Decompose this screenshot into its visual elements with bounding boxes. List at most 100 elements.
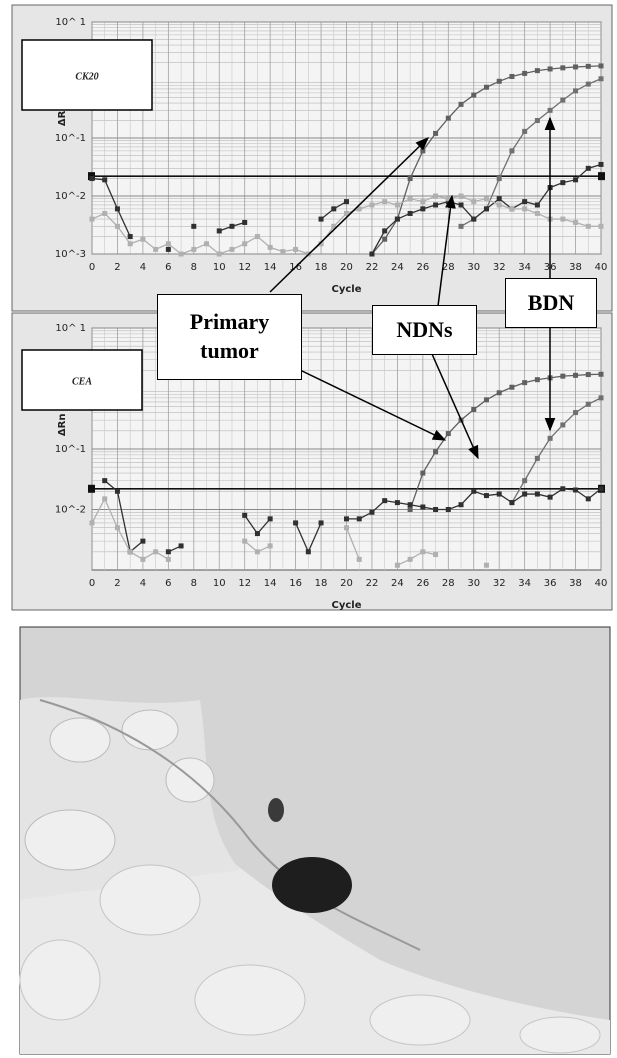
- point: [255, 549, 260, 554]
- point: [140, 557, 145, 562]
- point: [599, 162, 604, 167]
- x-tick-label: 26: [416, 578, 429, 589]
- y-axis-label: ΔRn: [57, 414, 68, 437]
- point: [446, 116, 451, 121]
- point: [369, 252, 374, 257]
- point: [128, 234, 133, 239]
- x-axis-label: Cycle: [332, 600, 362, 611]
- point: [459, 202, 464, 207]
- y-tick-label: 10^ 1: [55, 323, 86, 334]
- point: [280, 249, 285, 254]
- fat-cell: [100, 865, 200, 935]
- point: [102, 177, 107, 182]
- point: [382, 498, 387, 503]
- point: [90, 520, 95, 525]
- point: [560, 65, 565, 70]
- point: [497, 202, 502, 207]
- point: [586, 82, 591, 87]
- point: [242, 220, 247, 225]
- point: [433, 552, 438, 557]
- point: [586, 402, 591, 407]
- point: [548, 66, 553, 71]
- point: [522, 199, 527, 204]
- point: [535, 211, 540, 216]
- point: [433, 507, 438, 512]
- point: [586, 372, 591, 377]
- point: [166, 557, 171, 562]
- x-tick-label: 38: [569, 262, 582, 273]
- point: [319, 217, 324, 222]
- point: [471, 93, 476, 98]
- point: [573, 488, 578, 493]
- x-tick-label: 4: [140, 262, 146, 273]
- point: [560, 180, 565, 185]
- point: [293, 520, 298, 525]
- y-tick-label: 10^-2: [55, 505, 86, 516]
- point: [357, 516, 362, 521]
- point: [484, 493, 489, 498]
- x-tick-label: 0: [89, 578, 95, 589]
- point: [166, 549, 171, 554]
- x-tick-label: 22: [366, 262, 379, 273]
- x-tick-label: 18: [315, 578, 328, 589]
- point: [153, 247, 158, 252]
- point: [433, 131, 438, 136]
- point: [395, 500, 400, 505]
- point: [497, 176, 502, 181]
- point: [395, 202, 400, 207]
- point: [484, 397, 489, 402]
- fat-cell: [20, 940, 100, 1020]
- point: [369, 202, 374, 207]
- point: [115, 525, 120, 530]
- point: [140, 237, 145, 242]
- x-tick-label: 40: [595, 578, 608, 589]
- x-tick-label: 6: [165, 262, 171, 273]
- point: [522, 492, 527, 497]
- threshold-handle: [88, 485, 95, 493]
- x-tick-label: 2: [114, 578, 120, 589]
- point: [522, 206, 527, 211]
- point: [497, 79, 502, 84]
- point: [408, 176, 413, 181]
- fat-cell: [25, 810, 115, 870]
- point: [560, 422, 565, 427]
- point: [420, 206, 425, 211]
- x-tick-label: 24: [391, 262, 404, 273]
- fat-cell: [520, 1017, 600, 1053]
- point: [128, 241, 133, 246]
- point: [382, 199, 387, 204]
- point: [599, 224, 604, 229]
- point: [471, 199, 476, 204]
- point: [522, 129, 527, 134]
- x-tick-label: 30: [467, 578, 480, 589]
- point: [471, 217, 476, 222]
- point: [433, 449, 438, 454]
- point: [535, 456, 540, 461]
- point: [433, 202, 438, 207]
- x-tick-label: 8: [191, 262, 197, 273]
- point: [395, 563, 400, 568]
- point: [522, 478, 527, 483]
- y-tick-label: 10^-1: [55, 444, 86, 455]
- x-tick-label: 22: [366, 578, 379, 589]
- x-tick-label: 2: [114, 262, 120, 273]
- point: [229, 247, 234, 252]
- threshold-handle: [598, 172, 605, 180]
- x-tick-label: 14: [264, 578, 277, 589]
- point: [586, 64, 591, 69]
- point: [459, 502, 464, 507]
- point: [102, 478, 107, 483]
- point: [560, 486, 565, 491]
- point: [548, 108, 553, 113]
- callout-box: Primary tumor: [157, 294, 302, 380]
- point: [446, 431, 451, 436]
- point: [446, 196, 451, 201]
- x-tick-label: 12: [238, 262, 251, 273]
- x-tick-label: 16: [289, 578, 302, 589]
- x-tick-label: 32: [493, 262, 506, 273]
- point: [560, 374, 565, 379]
- x-tick-label: 30: [467, 262, 480, 273]
- point: [382, 228, 387, 233]
- point: [586, 166, 591, 171]
